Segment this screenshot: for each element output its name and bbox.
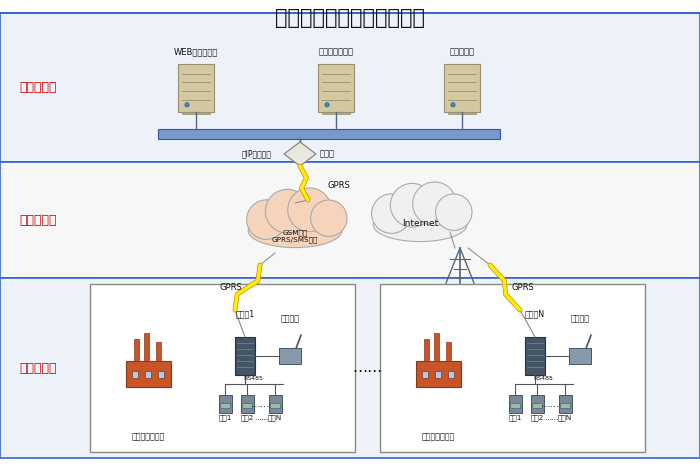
Bar <box>533 403 542 408</box>
Bar <box>447 112 477 114</box>
Ellipse shape <box>373 208 467 241</box>
Text: 电表N: 电表N <box>558 415 572 421</box>
Text: RS485: RS485 <box>243 376 263 381</box>
Bar <box>380 284 645 452</box>
Bar <box>525 337 545 375</box>
Text: 存储服务器: 存储服务器 <box>449 47 475 56</box>
Bar <box>125 361 171 387</box>
Bar <box>321 112 351 114</box>
Text: 电表N: 电表N <box>268 415 282 421</box>
Bar <box>446 342 451 361</box>
Bar <box>569 348 591 364</box>
Text: GSM网络
GPRS/SMS通信: GSM网络 GPRS/SMS通信 <box>272 229 318 243</box>
Bar <box>241 395 253 413</box>
Circle shape <box>265 189 309 233</box>
Ellipse shape <box>248 214 342 247</box>
Bar <box>434 333 439 361</box>
Text: 抄表终端: 抄表终端 <box>570 315 589 323</box>
Text: GPRS: GPRS <box>512 282 535 292</box>
Text: 抄表箱N: 抄表箱N <box>525 309 545 318</box>
Bar <box>279 348 301 364</box>
Text: ……: …… <box>544 415 559 421</box>
Text: 电表1: 电表1 <box>218 415 232 421</box>
Bar <box>242 403 251 408</box>
Text: 抄表箱1: 抄表箱1 <box>235 309 255 318</box>
Text: WEB应用服务器: WEB应用服务器 <box>174 47 218 56</box>
Bar <box>158 371 164 378</box>
Circle shape <box>246 200 286 240</box>
Bar <box>448 371 454 378</box>
Circle shape <box>435 194 472 230</box>
Text: ……: …… <box>541 399 561 409</box>
Circle shape <box>391 183 434 227</box>
Bar <box>318 64 354 112</box>
Bar <box>423 371 428 378</box>
Text: 数据传输层: 数据传输层 <box>20 213 57 226</box>
Bar <box>269 395 281 413</box>
Text: ……: …… <box>251 399 271 409</box>
Bar <box>0 162 700 278</box>
Bar <box>132 371 139 378</box>
Bar <box>90 284 355 452</box>
Bar <box>0 278 700 458</box>
Text: 数据采集层: 数据采集层 <box>20 362 57 375</box>
Bar <box>144 333 149 361</box>
Bar <box>510 403 519 408</box>
Bar <box>559 395 571 413</box>
Text: 电表2: 电表2 <box>240 415 253 421</box>
Text: （IP、域名）: （IP、域名） <box>242 150 272 158</box>
Bar <box>158 129 500 139</box>
Bar <box>270 403 279 408</box>
Circle shape <box>372 194 411 233</box>
Bar <box>416 361 461 387</box>
Text: 数据中心服务器: 数据中心服务器 <box>318 47 354 56</box>
Bar <box>424 339 429 361</box>
Text: 大、中工业用户: 大、中工业用户 <box>132 432 164 441</box>
Bar <box>435 371 441 378</box>
Text: 大、中工业用户: 大、中工业用户 <box>421 432 454 441</box>
Text: GPRS: GPRS <box>328 180 351 190</box>
Bar <box>531 395 543 413</box>
Text: ……: …… <box>253 415 268 421</box>
Bar <box>156 342 161 361</box>
Bar <box>561 403 570 408</box>
Bar <box>508 395 522 413</box>
Circle shape <box>325 103 329 107</box>
Text: ……: …… <box>352 361 382 376</box>
Bar <box>218 395 232 413</box>
Text: 抄表终端: 抄表终端 <box>281 315 300 323</box>
Bar <box>178 64 214 112</box>
Text: Internet: Internet <box>402 219 438 228</box>
Bar <box>444 64 480 112</box>
Text: 工业企业电表远程抄表系统: 工业企业电表远程抄表系统 <box>275 8 425 28</box>
Bar <box>134 339 139 361</box>
Text: RS485: RS485 <box>533 376 553 381</box>
Text: 数据管理层: 数据管理层 <box>20 81 57 94</box>
Bar <box>145 371 151 378</box>
Text: 电表1: 电表1 <box>508 415 522 421</box>
Bar <box>235 337 255 375</box>
Circle shape <box>288 188 331 232</box>
Text: 路由器: 路由器 <box>320 150 335 158</box>
Polygon shape <box>284 142 316 166</box>
Bar <box>0 13 700 162</box>
Circle shape <box>413 182 456 226</box>
Circle shape <box>451 103 455 107</box>
Bar <box>220 403 230 408</box>
Text: 电表2: 电表2 <box>531 415 544 421</box>
Text: GPRS: GPRS <box>219 282 242 292</box>
Circle shape <box>311 200 347 236</box>
Bar <box>181 112 211 114</box>
Circle shape <box>185 103 189 107</box>
